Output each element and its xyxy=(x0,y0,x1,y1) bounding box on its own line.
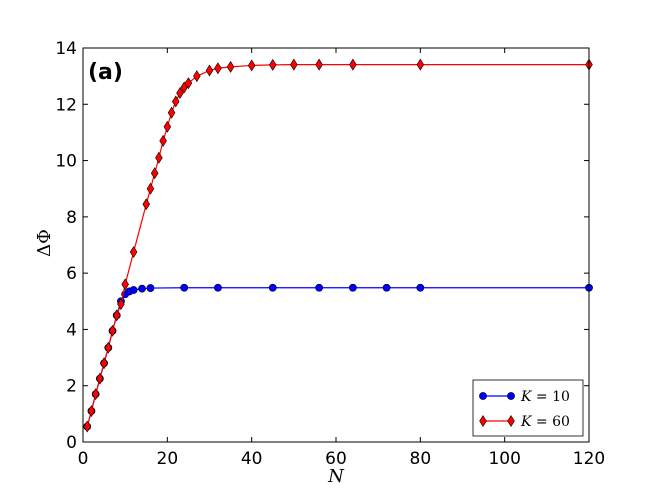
data-point xyxy=(416,283,425,292)
data-point xyxy=(349,58,357,71)
data-point xyxy=(214,62,222,75)
x-tick-label: 20 xyxy=(157,449,179,469)
panel-label: (a) xyxy=(88,60,123,85)
legend-marker xyxy=(507,392,515,400)
legend: K = 10 K = 60 xyxy=(472,379,584,437)
data-point xyxy=(176,87,184,99)
y-tick-label: 10 xyxy=(55,152,77,172)
data-point xyxy=(159,134,167,147)
x-tick-label: 0 xyxy=(78,449,89,469)
plot-background xyxy=(83,48,589,442)
data-point xyxy=(167,106,176,119)
y-tick-label: 4 xyxy=(66,320,77,340)
plot-area xyxy=(83,48,589,442)
ticks-layer: 0 20 40 60 80 100 120 0 2 4 6 8 10 12 14 xyxy=(55,39,605,469)
data-point xyxy=(268,283,277,292)
x-tick-label: 120 xyxy=(573,449,605,469)
data-point xyxy=(247,59,256,72)
y-tick-label: 14 xyxy=(55,39,77,59)
data-point xyxy=(214,283,222,292)
y-tick-label: 12 xyxy=(55,95,77,115)
series-K=60 xyxy=(83,58,593,433)
y-tick-label: 8 xyxy=(66,208,77,228)
data-point xyxy=(87,405,96,418)
y-axis-label: ΔΦ xyxy=(34,229,55,257)
data-point xyxy=(138,284,146,293)
data-point xyxy=(268,58,277,71)
data-point xyxy=(142,198,151,211)
legend-label: K = 10 xyxy=(520,389,570,405)
x-axis-label: N xyxy=(327,466,345,487)
data-point xyxy=(163,120,172,133)
data-point xyxy=(108,324,117,337)
y-tick-label: 0 xyxy=(66,433,77,453)
data-point xyxy=(129,286,138,294)
data-point xyxy=(226,60,235,73)
legend-label: K = 60 xyxy=(520,414,570,430)
x-tick-label: 80 xyxy=(410,449,432,469)
x-tick-label: 60 xyxy=(325,449,347,469)
data-point xyxy=(193,70,201,83)
data-point xyxy=(382,283,391,292)
data-point xyxy=(83,420,91,433)
data-point xyxy=(172,95,180,108)
data-point xyxy=(315,58,323,71)
legend-marker xyxy=(507,415,515,427)
data-point xyxy=(91,388,100,401)
x-tick-label: 40 xyxy=(241,449,263,469)
data-point xyxy=(104,341,113,354)
data-point xyxy=(117,298,125,311)
x-tick-label: 100 xyxy=(488,449,520,469)
data-point xyxy=(146,284,155,292)
data-point xyxy=(121,278,129,291)
legend-frame xyxy=(472,379,584,437)
data-point xyxy=(290,58,298,71)
series-layer xyxy=(83,58,593,433)
data-point xyxy=(96,372,104,385)
y-tick-label: 2 xyxy=(66,377,77,397)
data-point xyxy=(180,283,189,292)
data-point xyxy=(155,151,163,164)
data-point xyxy=(112,309,121,322)
data-point xyxy=(348,283,357,292)
legend-marker xyxy=(479,415,487,427)
y-tick-label: 6 xyxy=(66,264,77,284)
data-point xyxy=(205,64,214,77)
data-point xyxy=(416,58,425,71)
data-point xyxy=(184,77,193,90)
legend-marker xyxy=(479,392,487,400)
data-point xyxy=(150,167,159,180)
data-point xyxy=(129,246,138,258)
data-point xyxy=(146,182,155,195)
data-point xyxy=(315,283,324,292)
data-point xyxy=(100,357,108,370)
